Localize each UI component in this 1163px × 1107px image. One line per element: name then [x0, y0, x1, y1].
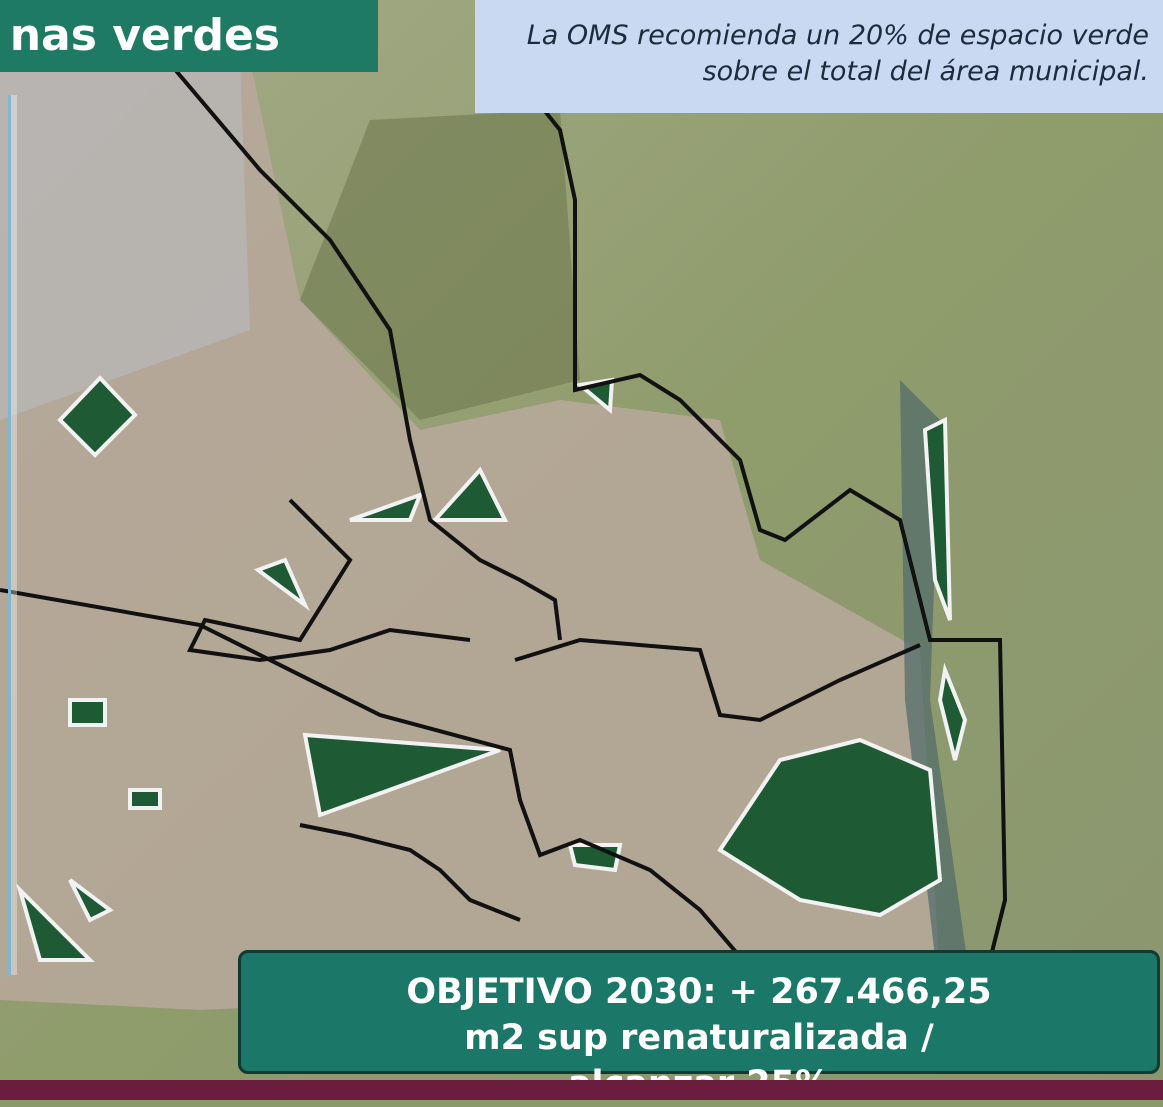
goal-box: OBJETIVO 2030: + 267.466,25 m2 sup renat…: [238, 950, 1160, 1074]
side-panel: [8, 95, 17, 975]
aerial-map: [0, 0, 1163, 1100]
park: [70, 700, 105, 725]
park: [130, 790, 160, 808]
slide-title: nas verdes: [0, 0, 378, 72]
park: [570, 845, 620, 870]
note: La OMS recomienda un 20% de espacio verd…: [475, 0, 1163, 113]
page: nas verdes La OMS recomienda un 20% de e…: [0, 0, 1163, 1100]
footer-strip: [0, 1080, 1163, 1100]
